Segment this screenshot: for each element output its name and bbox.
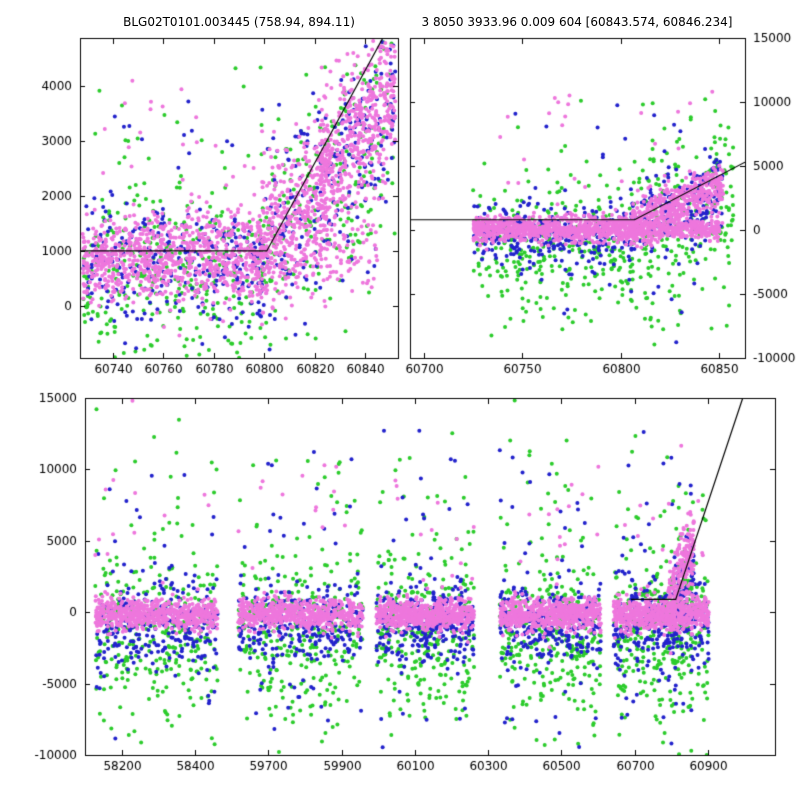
- panel-b-title: 3 8050 3933.96 0.009 604 [60843.574, 608…: [421, 15, 733, 29]
- panel-a-title: BLG02T0101.003445 (758.94, 894.11): [123, 15, 355, 29]
